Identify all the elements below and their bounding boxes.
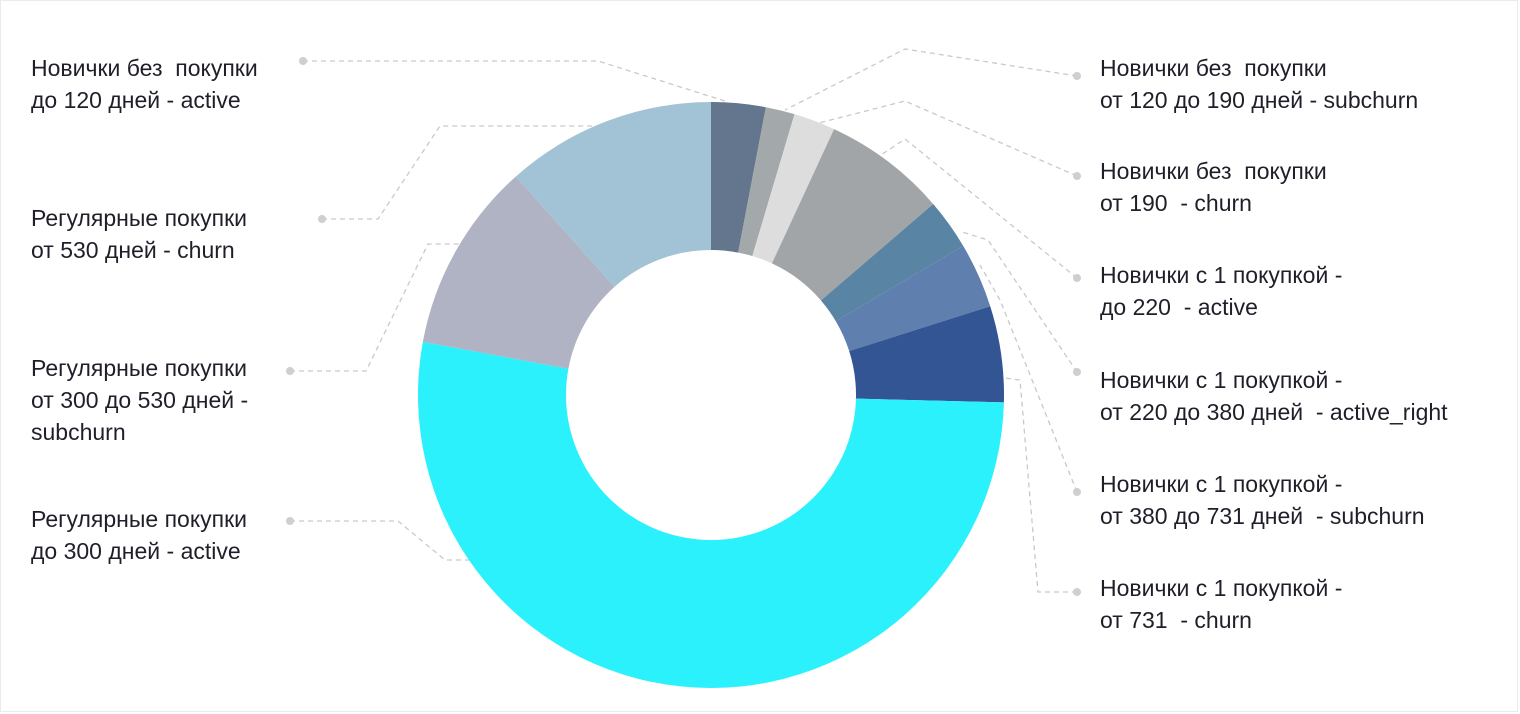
slice-label-1-line-2: до 120 дней - active — [31, 87, 241, 113]
leader-dot-10 — [318, 215, 326, 223]
slice-label-4-line-1: Новички с 1 покупкой - — [1100, 262, 1342, 288]
leader-line-1 — [303, 60, 729, 103]
donut-slice-8 — [417, 341, 1004, 688]
leader-dot-7 — [1073, 588, 1081, 596]
donut-slice-9 — [422, 176, 615, 369]
slice-label-8-line-2: до 300 дней - active — [31, 538, 241, 564]
slice-label-4: Новички с 1 покупкой - до 220 - active — [1100, 262, 1342, 320]
slice-label-9-line-3: subchurn — [31, 419, 126, 445]
donut-slice-4 — [771, 129, 934, 301]
slice-label-2-line-1: Новички без покупки — [1100, 55, 1327, 81]
leader-dot-5 — [1073, 368, 1081, 376]
slice-label-4-line-2: до 220 - active — [1100, 294, 1258, 320]
donut-slice-1 — [711, 102, 766, 253]
slice-label-3-line-1: Новички без покупки — [1100, 158, 1327, 184]
slice-label-1-line-1: Новички без покупки — [31, 55, 258, 81]
slice-label-6: Новички с 1 покупкой - от 380 до 731 дней… — [1100, 471, 1425, 529]
slice-label-10: Регулярные покупки от 530 дней - churn — [31, 205, 247, 263]
slice-label-8-line-1: Регулярные покупки — [31, 506, 247, 532]
slice-labels: Новички без покупки до 120 дней - activeН… — [31, 55, 1448, 633]
slice-label-7-line-2: от 731 - churn — [1100, 607, 1252, 633]
leader-line-2 — [784, 48, 1078, 111]
donut-slices — [417, 102, 1004, 688]
leader-lines — [286, 48, 1081, 596]
donut-slice-2 — [738, 107, 795, 257]
slice-label-8: Регулярные покупки до 300 дней - active — [31, 506, 247, 564]
leader-line-8 — [290, 520, 475, 561]
leader-line-10 — [322, 125, 600, 220]
donut-slice-6 — [835, 245, 991, 352]
slice-label-7-line-1: Новички с 1 покупкой - — [1100, 575, 1342, 601]
slice-label-3-line-2: от 190 - churn — [1100, 190, 1252, 216]
slice-label-10-line-2: от 530 дней - churn — [31, 237, 235, 263]
slice-label-6-line-2: от 380 до 731 дней - subchurn — [1100, 503, 1425, 529]
slice-label-1: Новички без покупки до 120 дней - active — [31, 55, 258, 113]
donut-slice-5 — [820, 204, 964, 322]
leader-dot-1 — [299, 57, 307, 65]
slice-label-10-line-1: Регулярные покупки — [31, 205, 247, 231]
slice-label-5-line-1: Новички с 1 покупкой - — [1100, 367, 1342, 393]
slice-label-3: Новички без покупки от 190 - churn — [1100, 158, 1327, 216]
slice-label-5-line-2: от 220 до 380 дней - active_right — [1100, 399, 1448, 425]
slice-label-2: Новички без покупки от 120 до 190 дней - … — [1100, 55, 1418, 113]
donut-slice-3 — [752, 114, 835, 264]
leader-line-9 — [290, 243, 470, 372]
slice-label-9-line-2: от 300 до 530 дней - — [31, 387, 248, 413]
slice-label-9: Регулярные покупки от 300 до 530 дней - su… — [31, 355, 248, 445]
slice-label-6-line-1: Новички с 1 покупкой - — [1100, 471, 1342, 497]
leader-dot-3 — [1073, 172, 1081, 180]
leader-line-4 — [877, 138, 1078, 279]
leader-dot-8 — [286, 517, 294, 525]
slice-label-5: Новички с 1 покупкой - от 220 до 380 дней… — [1100, 367, 1448, 425]
slice-label-7: Новички с 1 покупкой - от 731 - churn — [1100, 575, 1342, 633]
slice-label-9-line-1: Регулярные покупки — [31, 355, 247, 381]
donut-slice-7 — [849, 306, 1004, 403]
leader-dot-4 — [1073, 274, 1081, 282]
leader-dot-2 — [1073, 72, 1081, 80]
leader-line-7 — [1004, 377, 1077, 593]
leader-dot-6 — [1073, 488, 1081, 496]
donut-slice-10 — [515, 102, 711, 287]
leader-dot-9 — [286, 367, 294, 375]
slice-label-2-line-2: от 120 до 190 дней - subchurn — [1100, 87, 1418, 113]
